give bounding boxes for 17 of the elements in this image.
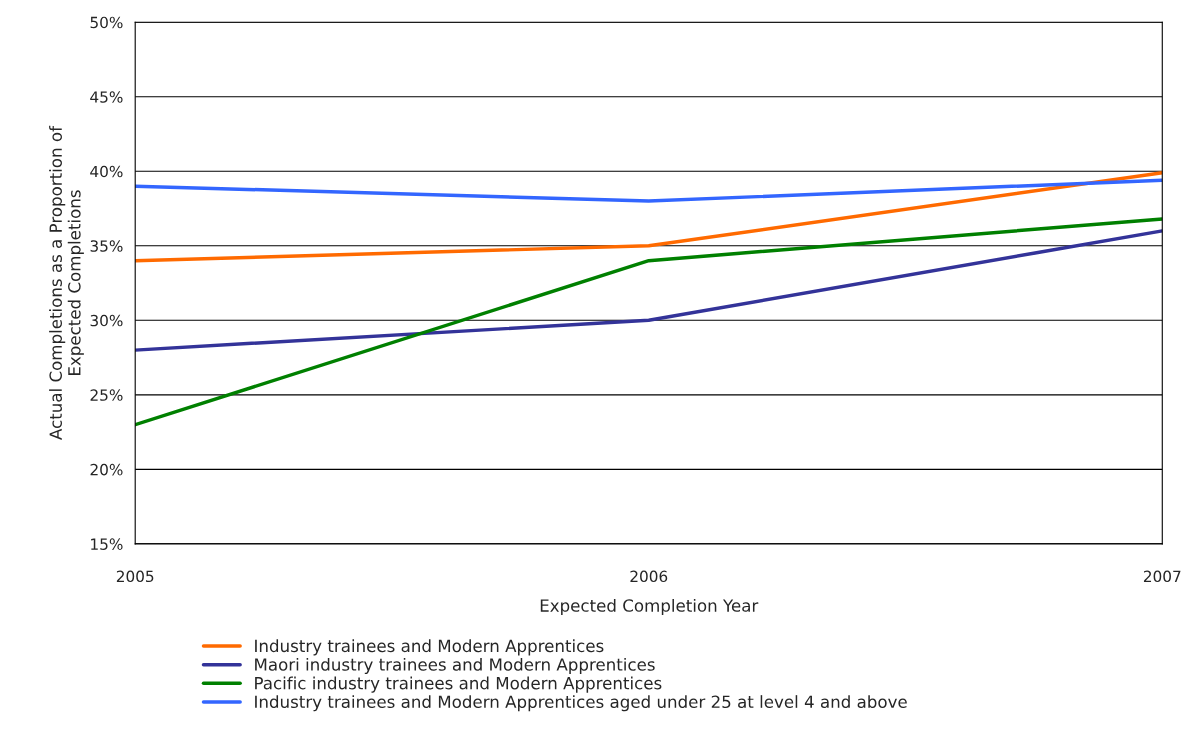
y-tick-label: 50% xyxy=(90,16,123,29)
legend-label: Maori industry trainees and Modern Apprentices xyxy=(255,657,655,675)
legend-label: Industry trainees and Modern Apprentices aged under 25 at level 4 and above xyxy=(255,695,907,712)
x-tick-label: 2006 xyxy=(630,570,668,583)
y-tick-label: 20% xyxy=(90,463,123,476)
y-tick-label: 15% xyxy=(91,538,123,550)
x-tick-label: 2007 xyxy=(1143,570,1181,583)
y-tick-label: 35% xyxy=(90,240,123,252)
legend-label: Industry trainees and Modern Apprentices xyxy=(255,639,604,656)
legend-label: Pacific industry trainees and Modern Apprentices xyxy=(255,676,662,693)
x-axis-title: Expected Completion Year xyxy=(540,598,759,616)
x-tick-label: 2005 xyxy=(116,570,154,583)
y-tick-label: 30% xyxy=(90,314,123,327)
y-tick-label: 40% xyxy=(90,165,123,178)
y-axis-title: Actual Completions as a Proportion of Expected Completions xyxy=(49,125,84,440)
y-tick-label: 45% xyxy=(90,91,123,103)
y-tick-label: 25% xyxy=(90,389,123,401)
